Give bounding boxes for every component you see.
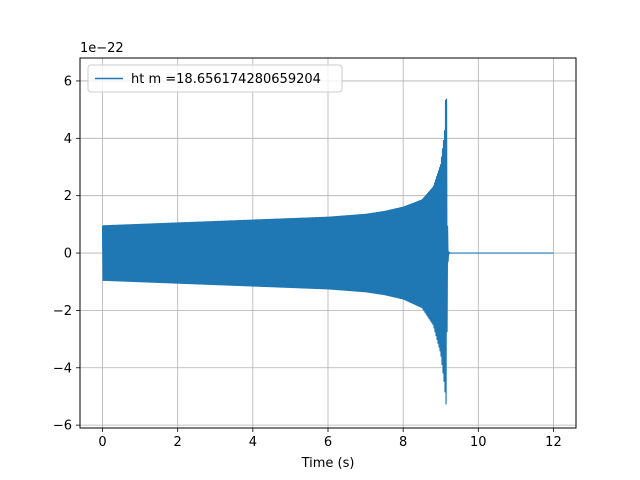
y-tick-label: 4 <box>64 132 72 147</box>
y-tick-label: −4 <box>53 361 72 376</box>
x-tick-label: 2 <box>174 435 182 450</box>
series-line <box>101 98 554 405</box>
x-tick-label: 0 <box>98 435 106 450</box>
x-tick-label: 4 <box>249 435 257 450</box>
y-offset-text: 1e−22 <box>80 41 124 56</box>
y-tick-label: 0 <box>64 247 72 262</box>
y-tick-label: −6 <box>53 419 72 434</box>
ticks: 0 2 4 6 8 10 12 −6 −4 −2 0 2 4 6 <box>53 74 562 450</box>
x-tick-label: 6 <box>324 435 332 450</box>
series-layer <box>101 98 554 405</box>
x-tick-label: 12 <box>545 435 562 450</box>
y-tick-label: 6 <box>64 74 72 89</box>
legend-entry: ht m =18.656174280659204 <box>131 72 321 87</box>
legend-box <box>87 64 343 93</box>
x-axis-label: Time (s) <box>301 456 355 471</box>
y-tick-label: −2 <box>53 304 72 319</box>
x-tick-label: 8 <box>399 435 407 450</box>
legend: ht m =18.656174280659204 <box>87 64 343 93</box>
x-tick-label: 10 <box>470 435 487 450</box>
y-tick-label: 2 <box>64 189 72 204</box>
